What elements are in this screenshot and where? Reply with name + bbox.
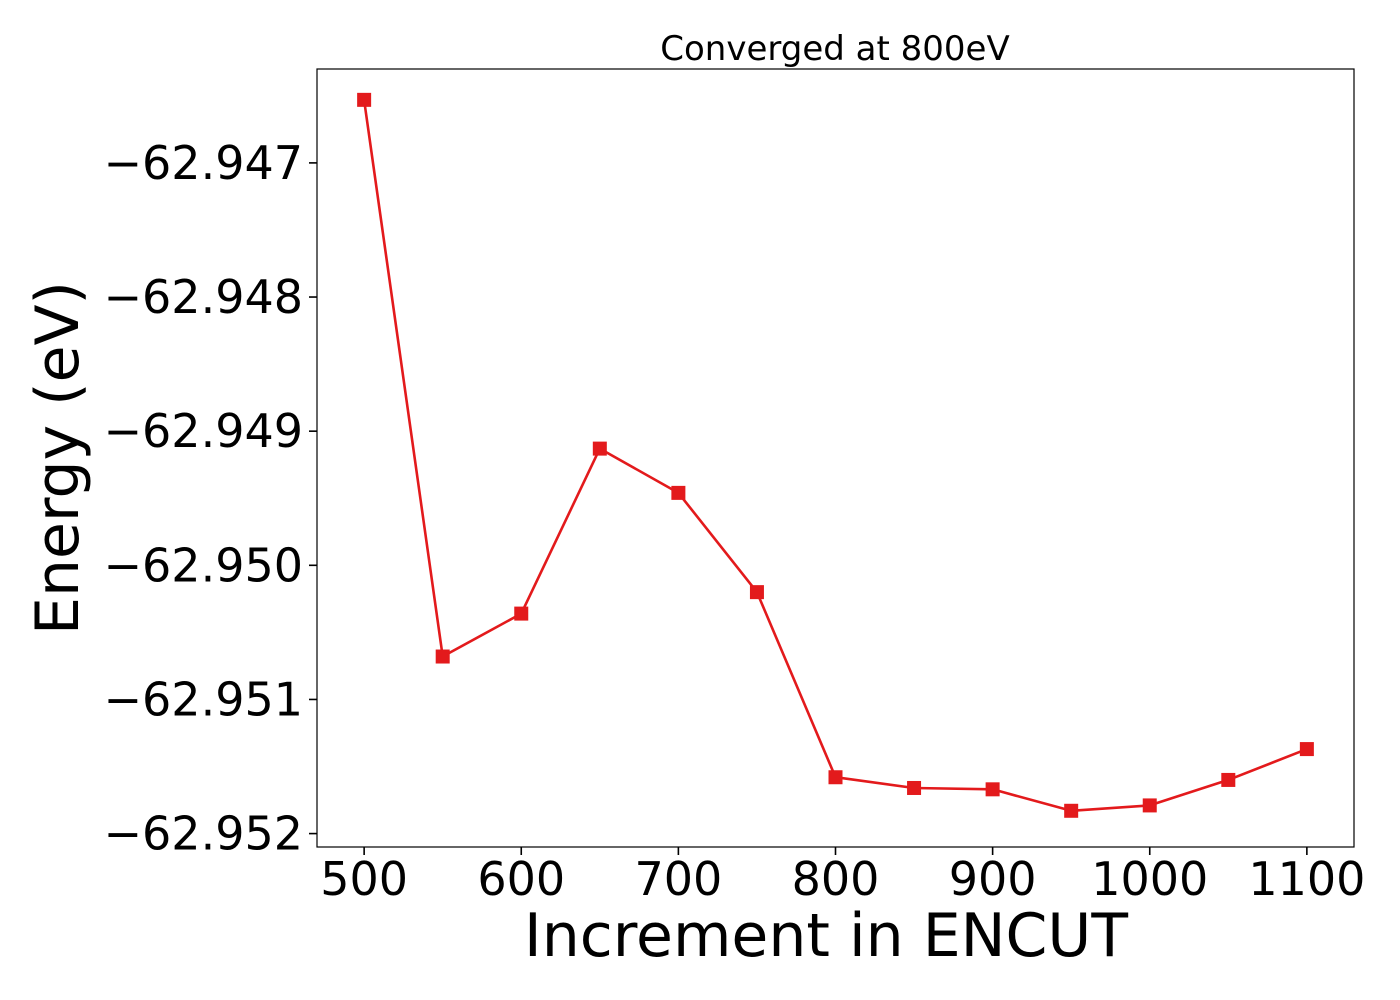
x-tick-label: 1100 (1248, 852, 1365, 906)
data-point (592, 441, 607, 456)
chart-title: Converged at 800eV (660, 29, 1009, 69)
x-tick-label: 900 (949, 852, 1037, 906)
x-axis-label: Increment in ENCUT (524, 901, 1128, 971)
data-point (1221, 772, 1236, 787)
series-group (357, 92, 1314, 818)
y-tick-label: −62.951 (104, 672, 304, 726)
y-tick-label: −62.948 (104, 270, 304, 324)
data-point (1064, 803, 1079, 818)
y-tick-label: −62.949 (104, 404, 304, 458)
data-point (671, 485, 686, 500)
y-tick-label: −62.950 (104, 538, 304, 592)
x-tick-label: 600 (477, 852, 565, 906)
data-point (357, 92, 372, 107)
data-point (435, 649, 450, 664)
x-tick-label: 800 (792, 852, 880, 906)
series-line (362, 99, 1308, 813)
y-axis: −62.947 −62.948 −62.949 −62.950 −62.951 −62.9… (104, 136, 317, 861)
data-point (749, 585, 764, 600)
y-tick-label: −62.952 (104, 807, 304, 861)
data-point (1299, 742, 1314, 757)
data-point (907, 780, 922, 795)
data-point (828, 770, 843, 785)
data-point (1142, 798, 1157, 813)
y-tick-label: −62.947 (104, 136, 304, 190)
data-point (514, 606, 529, 621)
x-axis: 500 600 700 800 900 1000 1100 (320, 847, 1365, 906)
data-point (985, 782, 1000, 797)
x-tick-label: 700 (634, 852, 722, 906)
y-axis-label: Energy (eV) (23, 281, 93, 635)
plot-area (316, 68, 1355, 848)
x-tick-label: 1000 (1091, 852, 1208, 906)
x-tick-label: 500 (320, 852, 408, 906)
